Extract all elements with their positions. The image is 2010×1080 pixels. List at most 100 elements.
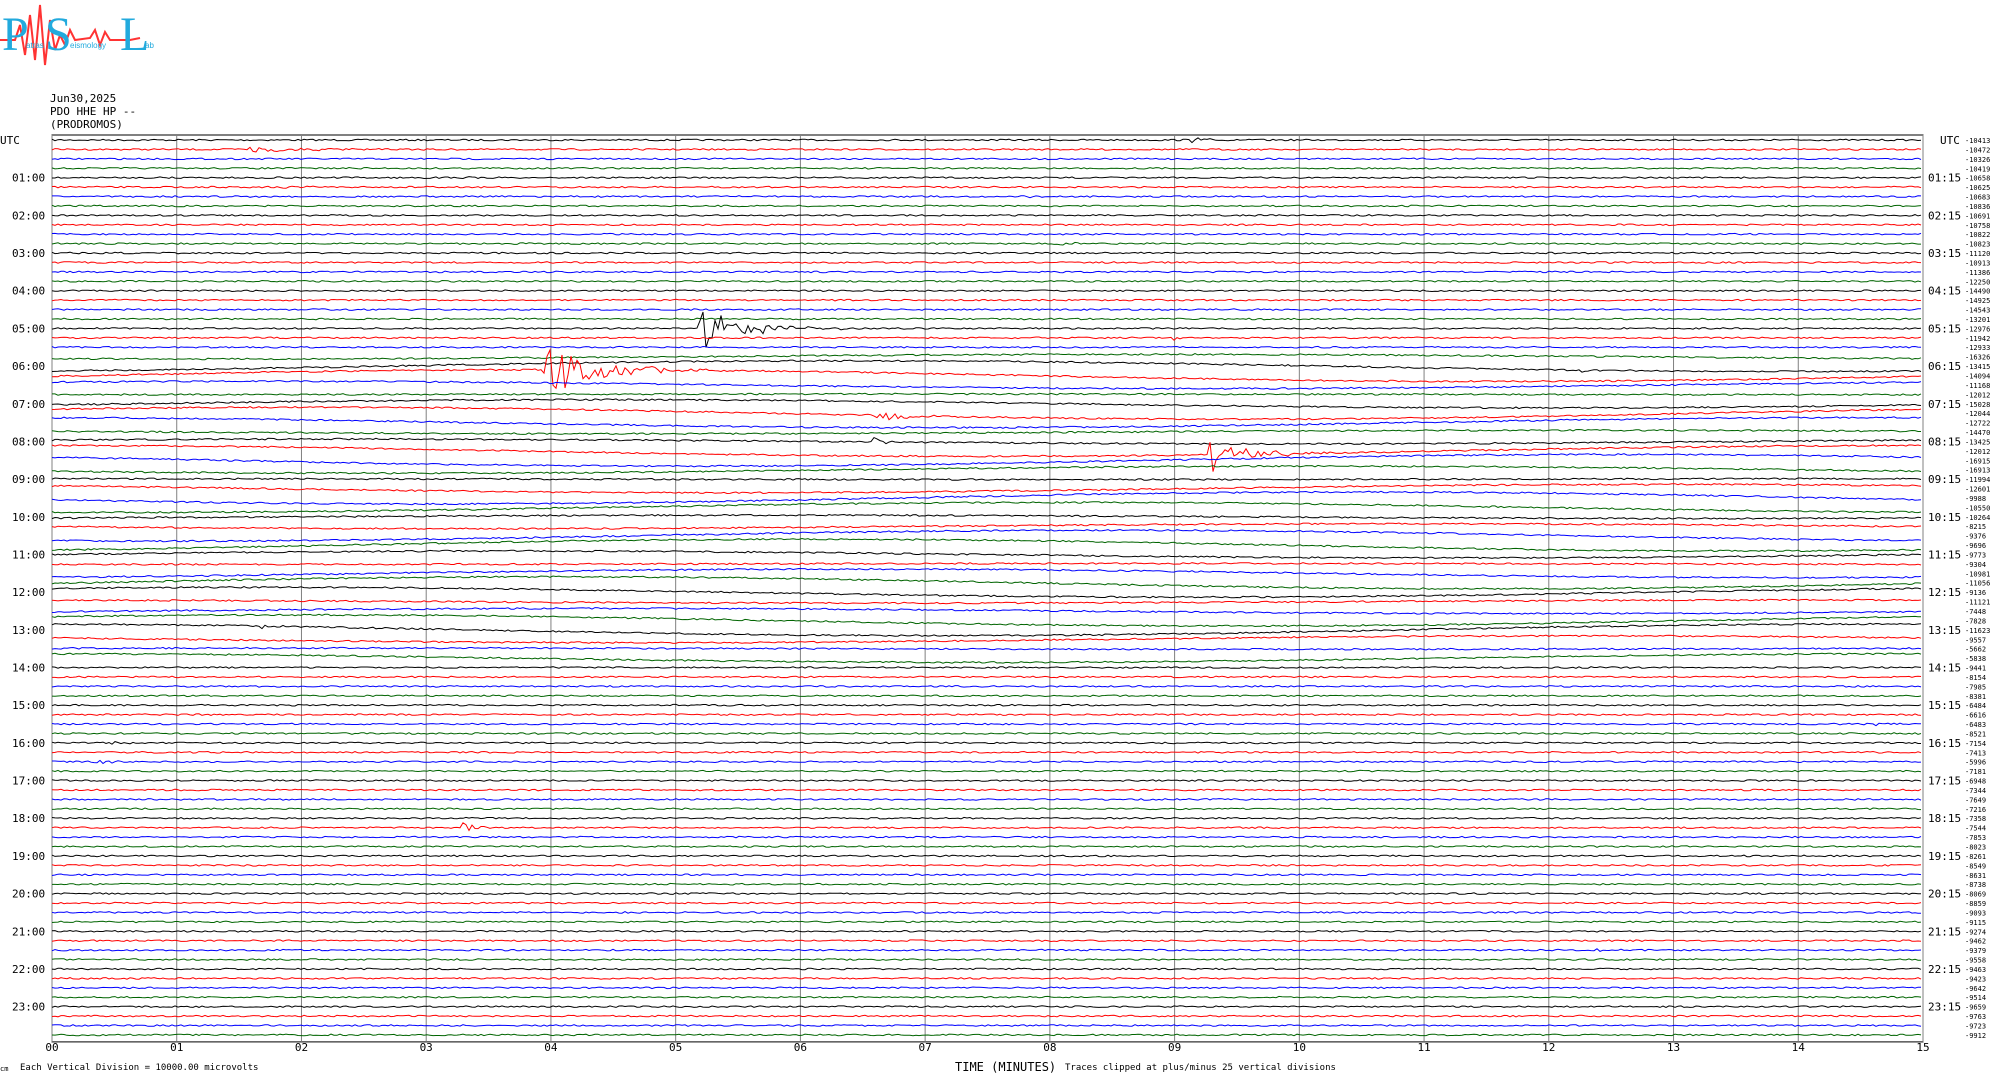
left-hour-label: 23:00 (12, 1001, 45, 1014)
seismic-trace (51, 911, 1921, 914)
trace-offset-label: -12976 (1965, 325, 1990, 333)
left-hour-label: 01:00 (12, 172, 45, 185)
x-tick-label: 10 (1293, 1041, 1306, 1054)
trace-offset-label: -12012 (1965, 391, 1990, 399)
seismic-trace (51, 232, 1922, 236)
trace-offset-label: -10913 (1965, 259, 1990, 267)
trace-offset-label: -8069 (1965, 891, 1986, 899)
seismic-trace (51, 490, 1922, 506)
trace-offset-label: -9988 (1965, 495, 1986, 503)
trace-offset-label: -13201 (1965, 316, 1990, 324)
header-station: PDO HHE HP -- (50, 105, 137, 118)
trace-offset-label: -11168 (1965, 382, 1990, 390)
x-tick-label: 00 (45, 1041, 58, 1054)
footer-corner: cm (0, 1065, 9, 1073)
seismic-trace (51, 251, 1922, 255)
trace-offset-label: -7181 (1965, 768, 1986, 776)
trace-offset-label: -8859 (1965, 900, 1986, 908)
trace-offset-label: -7448 (1965, 608, 1986, 616)
seismic-trace (51, 345, 1922, 349)
seismic-trace (51, 204, 1922, 208)
seismic-trace (51, 613, 1921, 628)
x-tick-label: 15 (1916, 1041, 1929, 1054)
seismic-trace (52, 195, 1922, 199)
right-hour-label: 17:15 (1928, 775, 1961, 788)
trace-offset-label: -9115 (1965, 919, 1986, 927)
seismic-trace (52, 392, 1922, 396)
seismic-trace (51, 779, 1922, 782)
trace-offset-label: -9274 (1965, 928, 1986, 936)
trace-offset-label: -10683 (1965, 194, 1990, 202)
seismic-trace (51, 901, 1922, 905)
plot-frame (51, 134, 1924, 1043)
trace-offset-label: -9558 (1965, 957, 1986, 965)
right-hour-label: 07:15 (1928, 398, 1961, 411)
trace-offset-label: -8023 (1965, 844, 1986, 852)
seismic-trace (52, 176, 1922, 180)
right-hour-label: 06:15 (1928, 360, 1961, 373)
trace-offset-label: -7413 (1965, 749, 1986, 757)
x-axis-label: TIME (MINUTES) (955, 1060, 1057, 1074)
seismic-trace (51, 622, 1922, 637)
trace-offset-label: -8549 (1965, 862, 1986, 870)
right-hour-label: 02:15 (1928, 209, 1961, 222)
seismic-trace (51, 920, 1922, 924)
right-hour-label: 13:15 (1928, 624, 1961, 637)
seismic-trace (51, 348, 1922, 390)
left-hour-label: 13:00 (12, 624, 45, 637)
trace-offset-label: -12250 (1965, 278, 1990, 286)
seismic-trace (51, 214, 1922, 217)
trace-offset-label: -13415 (1965, 363, 1990, 371)
left-hour-label: 17:00 (12, 775, 45, 788)
seismic-trace (51, 1005, 1922, 1008)
trace-offset-label: -10981 (1965, 570, 1990, 578)
seismic-trace (51, 703, 1922, 707)
trace-offset-label: -9441 (1965, 665, 1986, 673)
seismic-trace (51, 585, 1922, 599)
seismic-trace (51, 428, 1921, 436)
trace-offset-label: -6484 (1965, 702, 1986, 710)
trace-offset-label: -10550 (1965, 504, 1990, 512)
right-hour-label: 16:15 (1928, 737, 1961, 750)
trace-offset-label: -7544 (1965, 825, 1986, 833)
seismic-trace (51, 522, 1922, 530)
trace-offset-label: -9659 (1965, 1004, 1986, 1012)
seismic-trace (51, 261, 1922, 264)
right-utc-title: UTC (1940, 134, 1960, 147)
trace-offset-label: -6948 (1965, 778, 1986, 786)
trace-offset-label: -8261 (1965, 853, 1986, 861)
seismic-trace (51, 464, 1922, 475)
header-date: Jun30,2025 (50, 92, 117, 105)
seismic-trace (51, 845, 1922, 848)
left-hour-label: 09:00 (12, 473, 45, 486)
trace-offset-label: -10413 (1965, 137, 1990, 145)
seismic-trace (51, 405, 1922, 421)
trace-offset-label: -7154 (1965, 740, 1986, 748)
seismic-trace (51, 146, 1922, 153)
seismic-trace (51, 1024, 1922, 1027)
logo-seismic-trace (0, 4, 141, 66)
trace-offset-label: -16326 (1965, 354, 1990, 362)
left-hour-label: 15:00 (12, 699, 45, 712)
trace-offset-label: -5996 (1965, 759, 1986, 767)
right-hour-label: 03:15 (1928, 247, 1961, 260)
seismic-trace (51, 732, 1922, 735)
trace-offset-label: -10823 (1965, 241, 1990, 249)
seismic-trace (52, 882, 1922, 886)
trace-offset-label: -10625 (1965, 184, 1990, 192)
trace-offset-label: -9557 (1965, 636, 1986, 644)
seismic-trace (51, 634, 1922, 644)
logo-letter-p: P (2, 8, 29, 61)
seismic-trace (51, 501, 1922, 514)
trace-offset-label: -10758 (1965, 222, 1990, 230)
seismic-trace (51, 166, 1922, 170)
seismic-trace (51, 741, 1921, 745)
trace-offset-label: -9723 (1965, 1022, 1986, 1030)
logo-letter-l: L (120, 8, 149, 61)
left-hour-label: 03:00 (12, 247, 45, 260)
seismic-trace (51, 528, 1922, 543)
trace-offset-label: -10836 (1965, 203, 1990, 211)
trace-offset-label: -10822 (1965, 231, 1990, 239)
left-hour-label: 22:00 (12, 963, 45, 976)
left-hour-label: 16:00 (12, 737, 45, 750)
